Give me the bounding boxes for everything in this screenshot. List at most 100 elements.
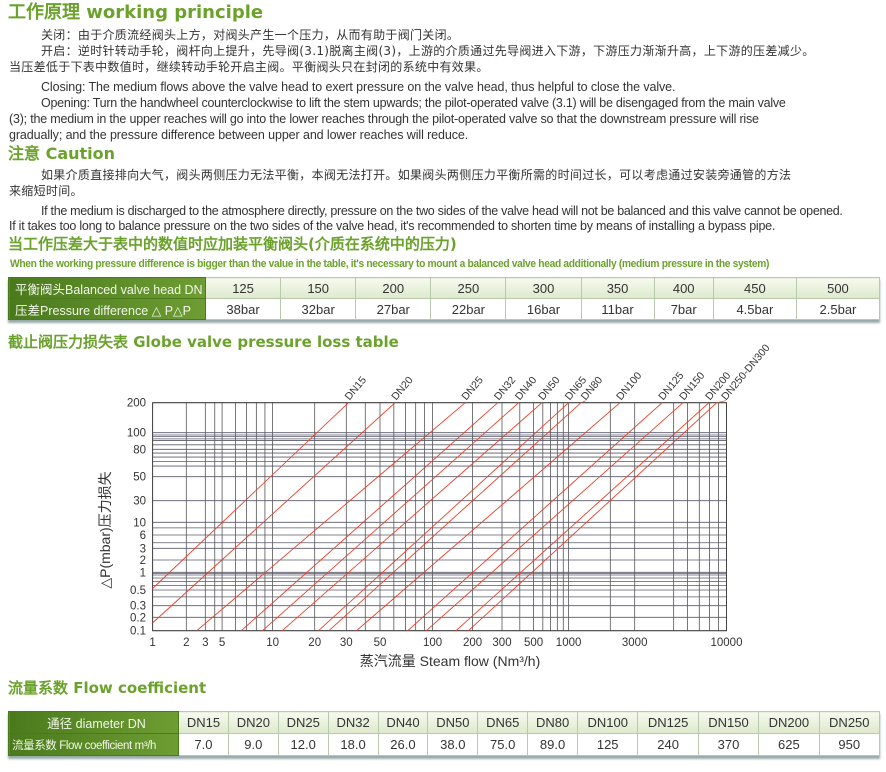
dn-cell: DN15 [178, 711, 229, 734]
kv-cell: 75.0 [477, 733, 529, 756]
plot-frame [152, 402, 728, 632]
dn-cell: DN125 [637, 711, 699, 734]
kv-cell: 950 [818, 733, 881, 756]
dn-cell: DN50 [427, 711, 479, 734]
series-label: DN40 [513, 374, 540, 402]
y-tick-label: 50 [133, 472, 146, 484]
series-line-dn32 [240, 402, 499, 632]
pressure-cell: 7bar [653, 298, 714, 320]
pressure-cell: 11bar [580, 298, 655, 320]
kv-cell: 370 [697, 733, 760, 756]
dn-cell: 200 [355, 277, 432, 299]
working-cn-1: 关闭：由于介质流经阀头上方，对阀头产生一个压力，从而有助于阀门关闭。 [41, 28, 460, 42]
working-cn-2: 开启：逆时针转动手轮，阀杆向上提升，先导阀(3.1)脱离主阀(3)，上游的介质通… [41, 44, 815, 58]
x-tick-label: 3 [202, 637, 208, 649]
caution-en-2: If it takes too long to balance pressure… [9, 219, 776, 233]
series-line-dn150 [425, 402, 684, 632]
dn-cell: DN25 [277, 711, 329, 734]
dn-cell: DN200 [758, 711, 820, 734]
dn-cell: 250 [430, 277, 507, 299]
pressure-cell: 22bar [430, 298, 507, 320]
series-label: DN250-DN300 [719, 342, 773, 403]
kv-cell: 26.0 [377, 733, 429, 756]
working-principle-title: 工作原理 working principle [8, 2, 264, 23]
dn-cell: DN150 [697, 711, 760, 734]
y-tick-label: 1 [140, 567, 146, 579]
series-line-dn200 [455, 402, 710, 632]
dn-cell: 400 [653, 277, 714, 299]
series-line-dn15 [152, 402, 349, 589]
dn-cell: DN65 [477, 711, 529, 734]
series-line-dn250-dn300 [468, 402, 718, 632]
caution-en-1: If the medium is discharged to the atmos… [41, 204, 843, 218]
pressure-cell: 38bar [204, 298, 282, 320]
series-label: DN25 [459, 374, 486, 402]
y-tick-label: 30 [133, 496, 146, 508]
y-tick-label: 2 [140, 555, 146, 567]
series-label: DN100 [614, 370, 644, 403]
loss-table-title: 截止阀压力损失表 Globe valve pressure loss table [8, 333, 399, 351]
kv-cell: 12.0 [277, 733, 329, 756]
x-tick-labels: 1 2 3 5 10 20 30 50 100 200 300 500 1000 3000 10000 [149, 637, 742, 649]
kv-cell: 7.0 [178, 733, 229, 756]
y-tick-label: 3 [140, 543, 146, 555]
kv-cell: 38.0 [427, 733, 479, 756]
table-row-dn: 通径 diameter DN DN15 DN20 DN25 DN32 DN40 DN50 D… [8, 711, 881, 734]
working-cn-3: 当压差低于下表中数值时，继续转动手轮开启主阀。平衡阀头只在封闭的系统中有效果。 [9, 60, 489, 74]
x-tick-label: 10 [266, 637, 279, 649]
kv-cell: 125 [576, 733, 639, 756]
series-line-dn40 [262, 402, 520, 632]
kv-cell: 240 [637, 733, 699, 756]
x-tick-label: 2 [183, 637, 189, 649]
pressure-cell: 32bar [280, 298, 357, 320]
dn-cell: DN80 [527, 711, 578, 734]
dn-cell: 450 [712, 277, 797, 299]
y-tick-label: 0.5 [130, 585, 146, 597]
balanced-title: 当工作压差大于表中的数值时应加装平衡阀头(介质在系统中的压力) [8, 235, 457, 253]
kv-cell: 18.0 [327, 733, 379, 756]
kv-cell: 9.0 [227, 733, 279, 756]
kv-cell: 89.0 [527, 733, 578, 756]
kv-cell: 625 [758, 733, 820, 756]
x-axis-label: 蒸汽流量 Steam flow (Nm³/h) [360, 653, 540, 669]
series-label-leader [580, 400, 586, 403]
x-tick-label: 50 [374, 637, 387, 649]
dn-cell: 150 [280, 277, 357, 299]
caution-cn-2: 来缩短时间。 [9, 184, 83, 198]
table-row-pressure: 压差Pressure difference △ P△P 38bar 32bar 27… [8, 298, 881, 320]
dn-cell: DN32 [327, 711, 379, 734]
y-tick-label: 0.2 [130, 612, 146, 624]
table-row-kv: 流量系数 Flow coefficient m³/h 7.0 9.0 12.0 18.… [8, 733, 881, 756]
series-line-dn50 [281, 402, 543, 632]
x-tick-label: 300 [492, 637, 511, 649]
x-tick-label: 1 [149, 637, 155, 649]
series-label: DN50 [536, 374, 563, 402]
series-line-dn25 [196, 402, 466, 632]
dn-cell: 125 [204, 277, 282, 299]
x-tick-label: 10000 [711, 637, 743, 649]
pressure-cell: 4.5bar [712, 298, 797, 320]
y-tick-label: 10 [133, 517, 146, 529]
dn-cell: DN20 [227, 711, 279, 734]
y-tick-label: 80 [133, 444, 146, 456]
row-label: 通径 diameter DN [8, 711, 179, 734]
series-label-leader [716, 400, 727, 403]
row-label: 流量系数 Flow coefficient m³/h [8, 733, 179, 756]
x-tick-label: 20 [308, 637, 321, 649]
x-tick-label: 200 [463, 637, 482, 649]
x-tick-label: 5 [219, 637, 225, 649]
caution-cn-1: 如果介质直接排向大气，阀头两侧压力无法平衡，本阀无法打开。如果阀头两侧压力平衡所… [41, 168, 792, 182]
dn-cell: DN40 [377, 711, 429, 734]
balanced-subtitle: When the working pressure difference is … [10, 258, 770, 270]
series-line-dn100 [356, 402, 621, 632]
y-axis-label: △P(mbar)压力损失 [97, 471, 113, 588]
series-label: DN20 [389, 374, 416, 402]
x-tick-label: 100 [423, 637, 442, 649]
flow-coefficient-title: 流量系数 Flow coefficient [8, 679, 207, 697]
dn-cell: 500 [795, 277, 881, 299]
x-tick-label: 1000 [556, 637, 582, 649]
y-tick-label: 6 [140, 530, 146, 542]
